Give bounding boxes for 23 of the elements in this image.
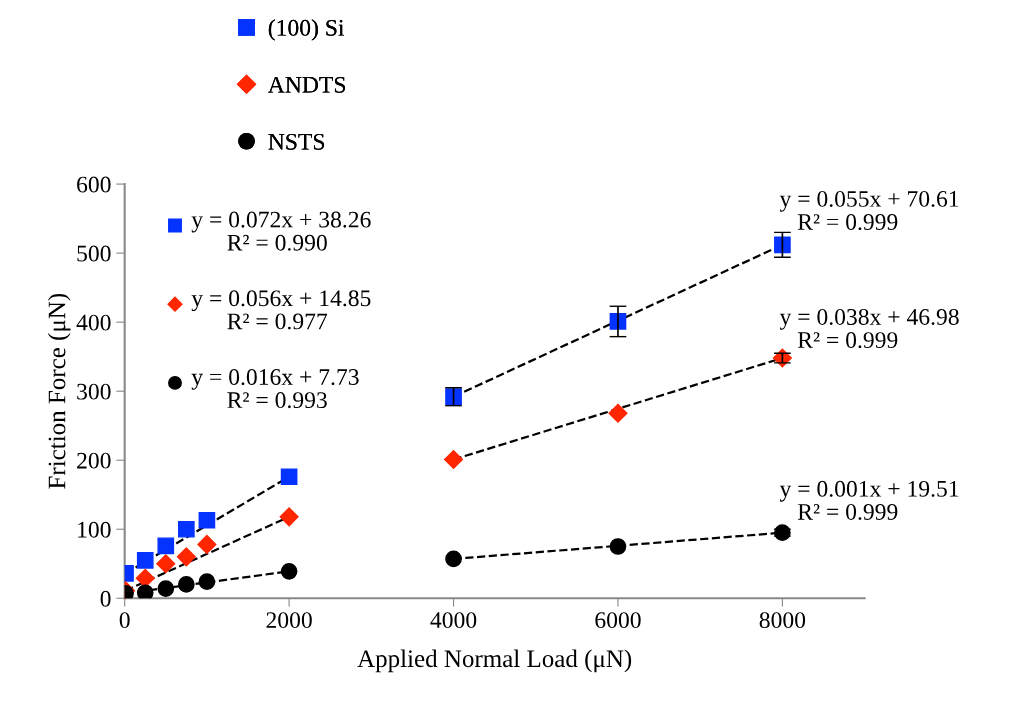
x-tick-label: 8000 (759, 612, 806, 629)
y-tick-label: 500 (77, 245, 111, 262)
annotation: y = 0.038x + 46.98 R² = 0.999 (779, 308, 959, 349)
y-tick-label: 100 (78, 521, 111, 538)
x-tick-label: 6000 (595, 612, 641, 629)
y-axis-title: Friction Force (μN) (47, 293, 71, 489)
legend-label: ANDTS (268, 76, 346, 93)
annotation: y = 0.016x + 7.73 R² = 0.993 (191, 369, 359, 409)
y-tick-label: 400 (76, 314, 111, 331)
x-tick-label: 0 (119, 612, 130, 629)
annotation: y = 0.056x + 14.85 R² = 0.977 (191, 290, 371, 330)
y-tick-label: 300 (77, 383, 111, 400)
legend-label: NSTS (268, 133, 325, 150)
annotation: y = 0.001x + 19.51 R² = 0.999 (779, 480, 959, 520)
y-tick-label: 200 (77, 452, 111, 469)
y-tick-label: 600 (77, 176, 111, 193)
x-tick-label: 2000 (266, 612, 312, 629)
x-tick-label: 4000 (430, 612, 477, 629)
annotation: y = 0.055x + 70.61 R² = 0.999 (779, 190, 959, 231)
x-axis-title: Applied Normal Load (μN) (357, 649, 632, 673)
y-tick-label: 0 (100, 590, 111, 607)
legend-label: (100) Si (268, 19, 345, 41)
annotation: y = 0.072x + 38.26 R² = 0.990 (191, 211, 371, 251)
